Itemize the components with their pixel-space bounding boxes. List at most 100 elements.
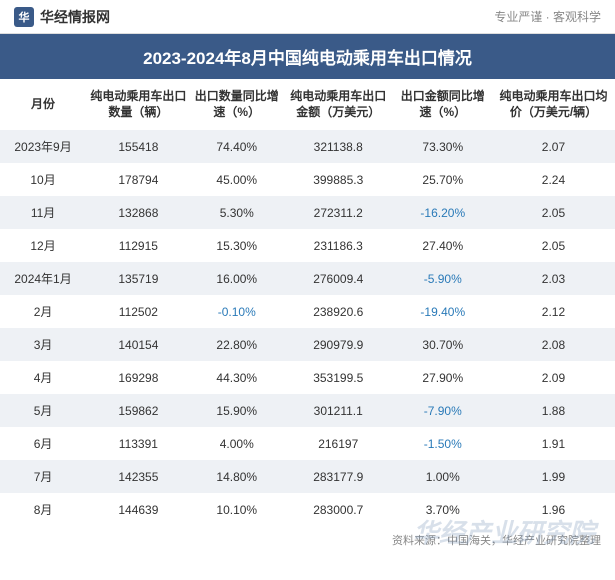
table-row: 2023年9月15541874.40%321138.873.30%2.07 [0,130,615,163]
table-cell: 2024年1月 [0,262,86,295]
table-cell: 132868 [86,196,191,229]
table-cell: 231186.3 [283,229,394,262]
table-row: 5月15986215.90%301211.1-7.90%1.88 [0,394,615,427]
table-row: 6月1133914.00%216197-1.50%1.91 [0,427,615,460]
table-cell: 2月 [0,295,86,328]
table-cell: 321138.8 [283,130,394,163]
table-cell: 3月 [0,328,86,361]
table-cell: 5月 [0,394,86,427]
table-cell: -19.40% [394,295,492,328]
table-cell: 1.96 [492,493,615,526]
table-cell: 16.00% [191,262,283,295]
table-cell: 27.90% [394,361,492,394]
table-cell: -7.90% [394,394,492,427]
table-cell: 112502 [86,295,191,328]
table-cell: 27.40% [394,229,492,262]
table-cell: 2.03 [492,262,615,295]
table-row: 11月1328685.30%272311.2-16.20%2.05 [0,196,615,229]
table-row: 3月14015422.80%290979.930.70%2.08 [0,328,615,361]
data-table: 月份 纯电动乘用车出口数量（辆） 出口数量同比增速（%） 纯电动乘用车出口金额（… [0,79,615,526]
table-cell: 290979.9 [283,328,394,361]
table-row: 10月17879445.00%399885.325.70%2.24 [0,163,615,196]
table-cell: 6月 [0,427,86,460]
table-cell: 140154 [86,328,191,361]
table-cell: 2.07 [492,130,615,163]
table-cell: 399885.3 [283,163,394,196]
table-cell: 30.70% [394,328,492,361]
logo-icon: 华 [14,7,34,27]
table-cell: 159862 [86,394,191,427]
table-cell: 113391 [86,427,191,460]
table-cell: 45.00% [191,163,283,196]
col-qty-yoy: 出口数量同比增速（%） [191,79,283,130]
table-cell: 44.30% [191,361,283,394]
table-cell: 2023年9月 [0,130,86,163]
top-header: 华 华经情报网 专业严谨 · 客观科学 [0,0,615,34]
table-row: 2024年1月13571916.00%276009.4-5.90%2.03 [0,262,615,295]
table-container: 月份 纯电动乘用车出口数量（辆） 出口数量同比增速（%） 纯电动乘用车出口金额（… [0,79,615,526]
col-amt-yoy: 出口金额同比增速（%） [394,79,492,130]
table-cell: 22.80% [191,328,283,361]
table-cell: -0.10% [191,295,283,328]
table-cell: 283177.9 [283,460,394,493]
table-cell: 14.80% [191,460,283,493]
table-body: 2023年9月15541874.40%321138.873.30%2.0710月… [0,130,615,526]
table-cell: 15.30% [191,229,283,262]
table-cell: 144639 [86,493,191,526]
table-cell: 10.10% [191,493,283,526]
table-cell: 5.30% [191,196,283,229]
table-cell: 10月 [0,163,86,196]
table-cell: 142355 [86,460,191,493]
table-cell: 1.88 [492,394,615,427]
table-cell: 4月 [0,361,86,394]
table-row: 8月14463910.10%283000.73.70%1.96 [0,493,615,526]
table-cell: 11月 [0,196,86,229]
table-cell: 8月 [0,493,86,526]
table-row: 2月112502-0.10%238920.6-19.40%2.12 [0,295,615,328]
table-cell: 272311.2 [283,196,394,229]
table-row: 7月14235514.80%283177.91.00%1.99 [0,460,615,493]
table-cell: 4.00% [191,427,283,460]
table-header-row: 月份 纯电动乘用车出口数量（辆） 出口数量同比增速（%） 纯电动乘用车出口金额（… [0,79,615,130]
source-line: 资料来源：中国海关，华经产业研究院整理 [0,526,615,552]
table-cell: 1.91 [492,427,615,460]
col-month: 月份 [0,79,86,130]
table-cell: 2.09 [492,361,615,394]
table-cell: 2.12 [492,295,615,328]
chart-title: 2023-2024年8月中国纯电动乘用车出口情况 [0,34,615,79]
table-cell: 2.24 [492,163,615,196]
table-row: 4月16929844.30%353199.527.90%2.09 [0,361,615,394]
table-cell: 74.40% [191,130,283,163]
tagline: 专业严谨 · 客观科学 [494,8,601,25]
table-cell: 3.70% [394,493,492,526]
table-cell: 135719 [86,262,191,295]
table-cell: 216197 [283,427,394,460]
table-row: 12月11291515.30%231186.327.40%2.05 [0,229,615,262]
table-cell: 283000.7 [283,493,394,526]
table-cell: -5.90% [394,262,492,295]
table-cell: 73.30% [394,130,492,163]
table-cell: 112915 [86,229,191,262]
logo-box: 华 华经情报网 [14,7,110,27]
table-cell: 2.05 [492,196,615,229]
table-cell: 276009.4 [283,262,394,295]
table-cell: 7月 [0,460,86,493]
table-cell: 2.05 [492,229,615,262]
table-cell: 178794 [86,163,191,196]
col-avg: 纯电动乘用车出口均价（万美元/辆） [492,79,615,130]
table-cell: 1.00% [394,460,492,493]
col-amt: 纯电动乘用车出口金额（万美元） [283,79,394,130]
col-qty: 纯电动乘用车出口数量（辆） [86,79,191,130]
table-cell: 15.90% [191,394,283,427]
table-cell: 25.70% [394,163,492,196]
table-cell: 2.08 [492,328,615,361]
table-cell: 238920.6 [283,295,394,328]
table-cell: 12月 [0,229,86,262]
table-cell: 353199.5 [283,361,394,394]
table-cell: 301211.1 [283,394,394,427]
table-cell: -16.20% [394,196,492,229]
table-cell: 169298 [86,361,191,394]
table-cell: -1.50% [394,427,492,460]
logo-text: 华经情报网 [40,7,110,27]
table-cell: 155418 [86,130,191,163]
